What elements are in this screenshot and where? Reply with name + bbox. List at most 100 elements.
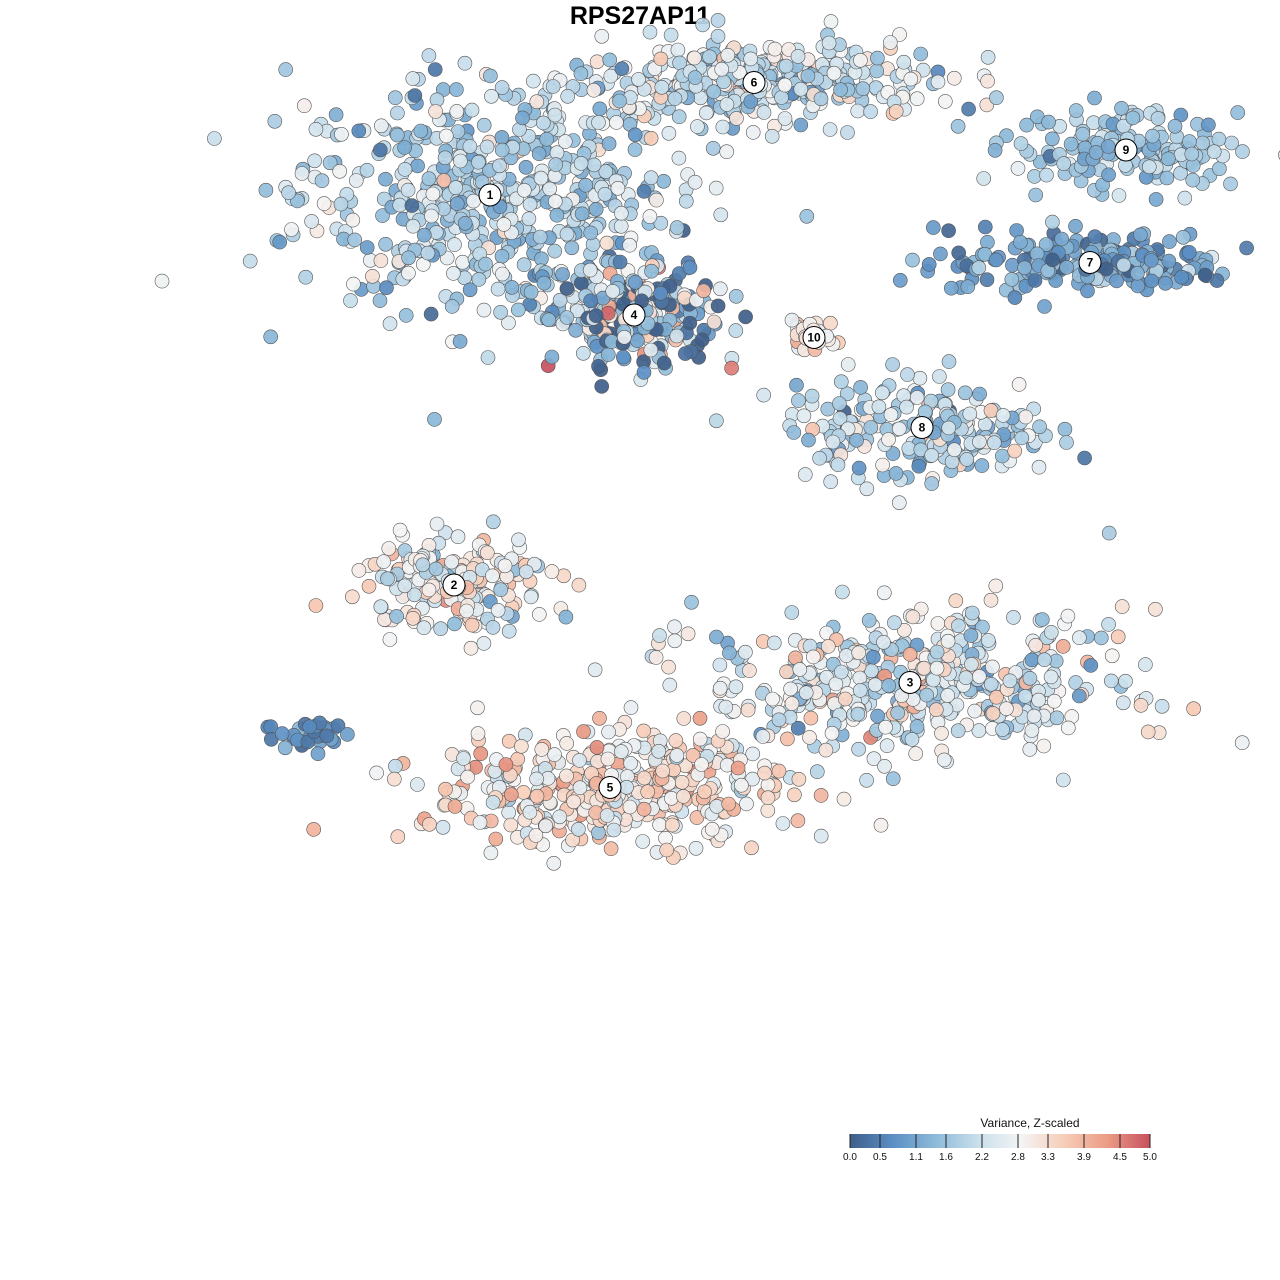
cell-point [379,280,394,296]
cell-point [662,677,678,693]
cell-point [698,105,714,121]
cell-point [1130,278,1146,294]
cell-point [1101,617,1116,632]
cell-point [714,61,730,77]
cell-point [479,545,495,561]
cell-point [1201,117,1216,133]
cell-point [710,298,726,314]
cell-point [1235,144,1250,159]
cell-point [484,89,499,104]
cell-point [1130,265,1145,281]
cell-point [207,131,222,146]
cell-point [1054,231,1069,247]
svg-text:1: 1 [487,188,494,202]
cell-point [1044,625,1059,640]
cell-point [296,98,312,113]
cell-point [867,677,883,693]
cell-point [404,198,420,213]
cell-point [479,139,495,155]
cell-point [599,235,615,251]
cell-point [921,257,937,272]
cell-point [677,290,692,306]
cell-point [1038,237,1054,252]
cell-point [598,164,614,179]
cell-point [977,219,993,235]
cell-point [429,516,445,532]
cell-point [494,248,510,264]
cell-point [930,74,946,90]
cell-point [636,801,652,817]
cell-point [892,272,908,288]
cell-point [1022,670,1038,686]
cell-point [777,77,793,93]
cell-point [612,93,627,109]
cell-point [798,685,814,701]
cell-point [840,357,856,372]
legend-tick-label: 2.8 [1011,1152,1025,1163]
cell-point [613,205,629,221]
cell-point [622,237,637,253]
cell-point [547,194,563,209]
cell-point [1184,146,1200,162]
cell-point [941,223,956,238]
cell-point [692,731,708,747]
cell-point [988,252,1004,268]
cell-point [710,28,726,44]
cell-point [1072,688,1087,704]
cell-point [865,649,881,665]
cell-point [627,127,643,143]
cell-point [670,42,686,58]
cell-point [642,209,658,224]
cluster-label-2: 2 [442,573,466,597]
cell-point [263,329,279,345]
cell-point [832,411,848,426]
cluster-labels-layer: 1 6 9 7 4 10 8 2 3 5 [442,71,1138,799]
cell-point [304,214,319,229]
cell-point [664,790,679,806]
legend-tick-label: 4.5 [1113,1152,1127,1163]
cell-point [876,634,891,650]
cell-point [929,660,945,676]
cell-point [724,360,739,376]
cell-point [616,329,632,345]
cell-point [652,628,667,643]
cell-point [793,81,809,97]
cell-point [1234,735,1250,751]
cell-point [974,458,990,473]
cell-point [671,150,687,166]
cell-point [883,407,899,423]
cell-point [687,70,703,85]
cell-point [887,615,902,631]
cell-point [1083,658,1099,673]
cell-point [636,723,652,739]
cell-point [372,293,388,308]
cell-point [631,72,646,87]
cell-point [983,676,999,692]
cell-point [674,774,690,790]
cell-point [651,743,667,759]
cell-point [511,532,526,548]
cell-point [961,101,976,117]
cell-point [609,115,624,130]
cell-point [397,140,412,155]
cell-point [896,54,912,70]
cell-point [659,842,675,858]
cell-point [302,719,317,735]
cell-point [464,617,480,633]
cell-point [995,722,1010,737]
cell-point [1142,159,1157,175]
cell-point [801,432,816,448]
cell-point [538,818,554,834]
cell-point [612,254,628,270]
cell-point [989,90,1004,105]
cell-point [605,283,621,299]
cell-point [833,82,848,97]
cell-point [684,594,699,610]
cell-point [1125,110,1141,126]
cell-point [649,192,664,208]
cell-point [1075,126,1090,142]
cell-point [871,399,887,415]
cell-point [784,696,800,711]
cell-point [421,48,437,63]
cell-point [704,821,720,837]
